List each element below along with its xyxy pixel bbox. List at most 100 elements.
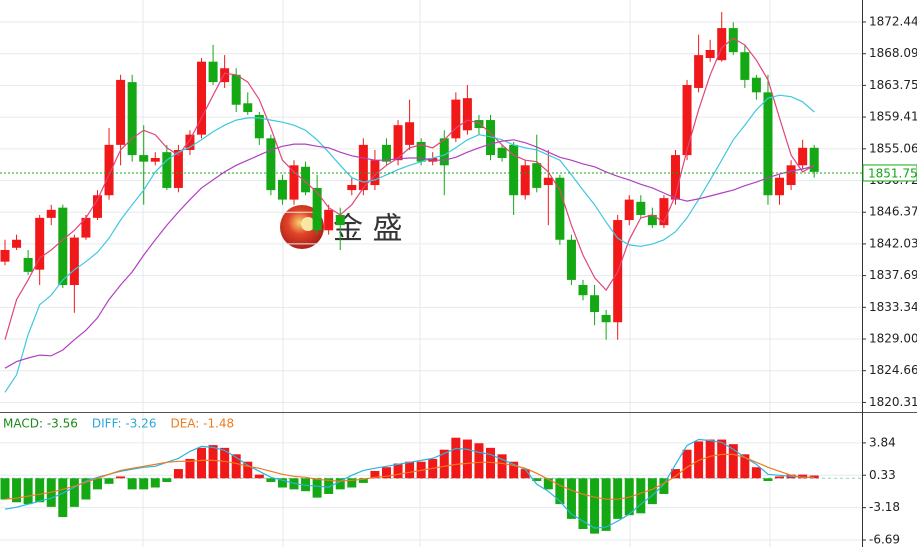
y-tick-label: 0.33 (869, 468, 896, 482)
y-tick-label: 1863.75 (869, 78, 917, 92)
y-tick-label: 1837.69 (869, 268, 917, 282)
y-tick-label: 1872.44 (869, 14, 917, 28)
candle-body (474, 120, 484, 129)
candle-body (728, 28, 738, 53)
candle-body (23, 258, 33, 272)
macd-bar (682, 449, 692, 479)
macd-bar (636, 478, 646, 514)
indicator-label: DEA: -1.48 (170, 417, 234, 431)
macd-bar (370, 470, 380, 479)
candle-body (809, 147, 819, 172)
macd-bar (532, 478, 542, 482)
macd-bar (659, 478, 669, 494)
candle-body (705, 49, 715, 59)
candle-body (301, 166, 311, 193)
macd-bar (92, 478, 102, 490)
macd-bar (590, 478, 600, 534)
candle-body (636, 201, 646, 215)
indicator-line (4, 139, 815, 369)
y-tick-label: -3.18 (869, 500, 900, 514)
macd-bar (277, 478, 287, 488)
candle-body (543, 177, 553, 186)
candle-body (139, 155, 149, 162)
candle-body (497, 147, 507, 159)
indicator-label: MACD: -3.56 (3, 417, 78, 431)
y-tick-label: 1846.37 (869, 205, 917, 219)
macd-bar (324, 478, 334, 494)
candle-body (35, 217, 45, 270)
candle-body (104, 144, 114, 196)
macd-bar (197, 447, 207, 479)
macd-bar (81, 478, 91, 500)
macd-bar (670, 469, 680, 479)
candle-body (751, 77, 761, 93)
candle-body (416, 141, 426, 162)
macd-bar (127, 478, 137, 490)
candle-body (335, 214, 345, 226)
macd-bar (150, 478, 160, 488)
candle-body (127, 82, 137, 156)
candle-body (763, 92, 773, 196)
candle-body (520, 165, 530, 196)
indicator-label: DIFF: -3.26 (92, 417, 157, 431)
candle-body (740, 52, 750, 80)
macd-bar (23, 478, 33, 505)
candle-body (208, 61, 218, 83)
macd-bar (162, 478, 172, 482)
candle-body (46, 209, 56, 218)
candle-body (381, 144, 391, 162)
candle-body (81, 217, 91, 238)
candle-body (717, 28, 727, 61)
y-tick-label: 1859.41 (869, 110, 917, 124)
y-tick-label: 1820.31 (869, 395, 917, 409)
indicator-line (4, 438, 815, 529)
macd-bar (474, 443, 484, 479)
macd-bar (775, 476, 785, 479)
candle-body (220, 68, 230, 83)
macd-bar (116, 476, 126, 479)
macd-bar (578, 478, 588, 530)
macd-bar (751, 467, 761, 479)
macd-bar (58, 478, 68, 518)
macd-bar (231, 454, 241, 479)
indicator-line (4, 453, 815, 500)
candle-body (277, 179, 287, 200)
candle-body (69, 237, 79, 286)
candle-body (0, 249, 10, 262)
vertical-grid (142, 0, 771, 547)
macd-bar (335, 478, 345, 490)
candle-body (462, 98, 472, 131)
candle-body (197, 61, 207, 135)
candle-body (173, 149, 183, 188)
candle-body (775, 177, 785, 196)
macd-bar (358, 478, 368, 483)
macd-bar (497, 454, 507, 479)
candle-body (451, 99, 461, 139)
candle-body (370, 160, 380, 186)
y-tick-label: 1824.66 (869, 363, 917, 377)
indicator-line (4, 94, 815, 393)
candle-body (92, 195, 102, 218)
y-tick-label: 1842.03 (869, 236, 917, 250)
candle-body (254, 114, 264, 139)
macd-bar (601, 478, 611, 531)
candle-body (694, 55, 704, 88)
macd-bar (139, 478, 149, 490)
watermark: 金 盛 (280, 205, 403, 249)
macd-bar (566, 478, 576, 519)
candle-body (116, 79, 126, 145)
macd-bar (12, 478, 22, 503)
last-price-label: 1851.75 (868, 166, 917, 180)
candle-body (659, 198, 669, 226)
candle-body (150, 158, 160, 162)
candle-body (243, 103, 253, 113)
macd-bar (717, 439, 727, 479)
candle-body (509, 144, 519, 196)
macd-bar (543, 478, 553, 490)
candle-body (670, 155, 680, 200)
candle-body (786, 165, 796, 186)
candle-body (312, 187, 322, 231)
y-tick-label: 1829.00 (869, 332, 917, 346)
candle-body (405, 122, 415, 145)
